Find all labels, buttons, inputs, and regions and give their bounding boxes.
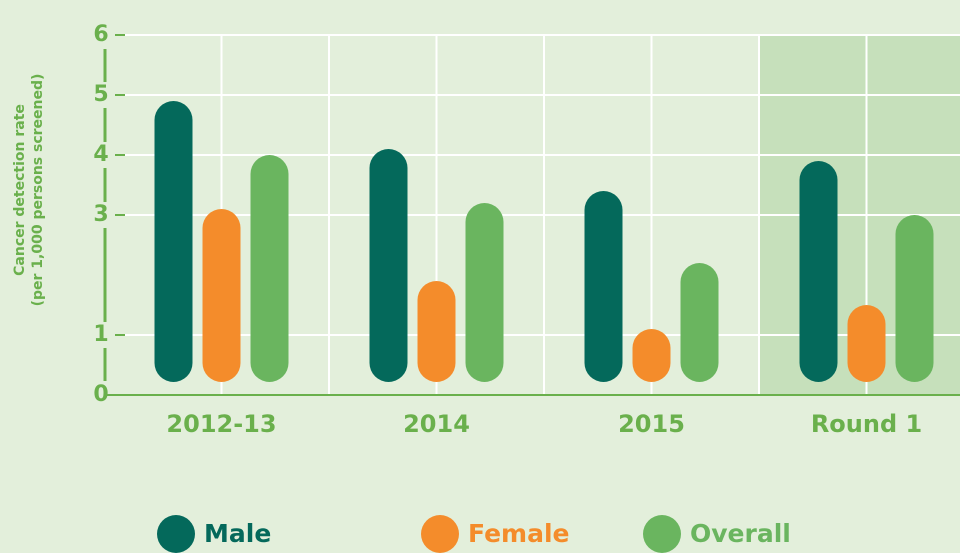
bar [799,161,838,382]
bar [847,305,886,382]
legend-label: Female [468,519,569,548]
legend-label: Male [204,519,271,548]
x-tick-label: 2015 [618,410,685,438]
x-tick-label: 2012-13 [166,410,276,438]
bar [465,203,504,382]
y-tick-label: 1 [93,322,108,347]
y-axis-label: Cancer detection rate [12,104,28,276]
legend-swatch [421,515,459,553]
y-tick-label-bg [95,142,115,168]
bar [895,215,934,382]
bar [417,281,456,382]
bar [680,263,719,382]
legend-swatch [643,515,681,553]
y-tick-label-bg [95,322,115,348]
legend-label: Overall [690,519,791,548]
legend-swatch [157,515,195,553]
bar [250,155,289,382]
y-axis-label: (per 1,000 persons screened) [30,74,46,307]
y-tick-label: 4 [93,142,108,167]
bar [584,191,623,382]
x-tick-label: Round 1 [811,410,922,438]
x-tick-label: 2014 [403,410,470,438]
bar [202,209,241,382]
y-tick-label: 5 [93,82,108,107]
y-tick-label: 3 [93,202,108,227]
y-tick-label-bg [95,82,115,108]
bar [154,101,193,382]
bar [369,149,408,382]
y-tick-label-bg [95,22,115,48]
y-tick-label: 0 [93,382,108,407]
y-tick-label: 6 [93,22,108,47]
y-tick-label-bg [95,202,115,228]
bar [632,329,671,382]
